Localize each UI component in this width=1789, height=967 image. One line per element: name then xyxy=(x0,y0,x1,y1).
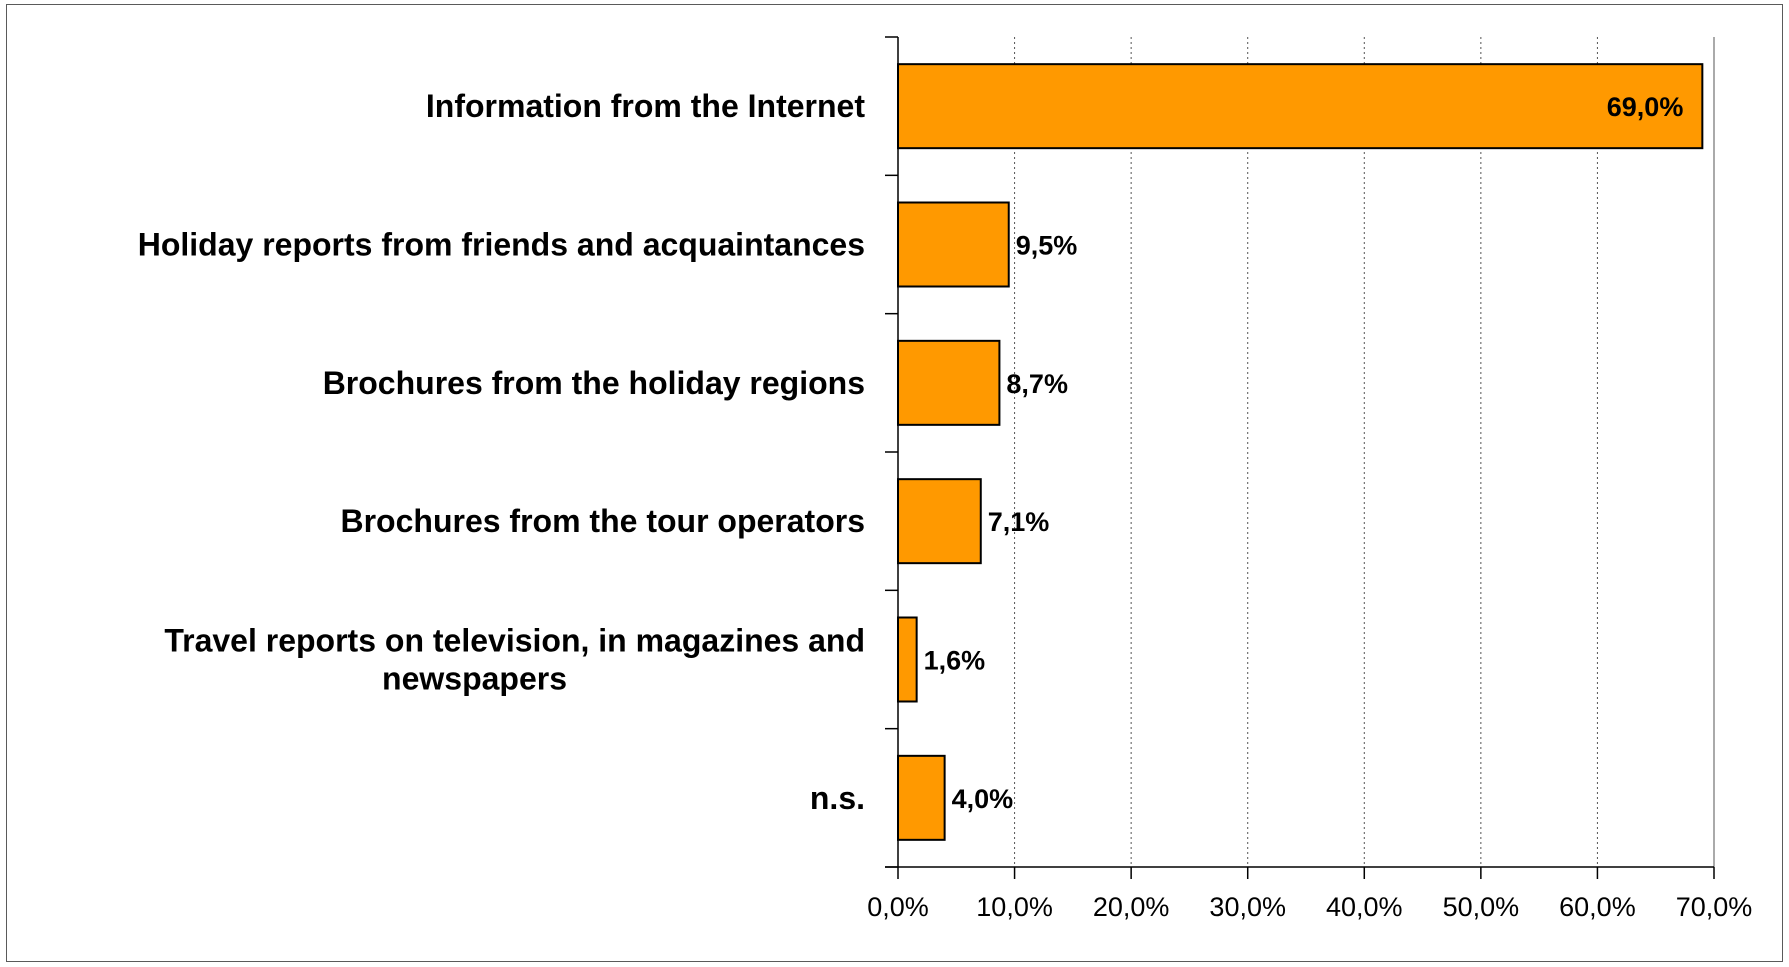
bars xyxy=(897,63,1704,841)
bar xyxy=(897,754,946,841)
axes xyxy=(885,36,1715,879)
category-label-line: Brochures from the tour operators xyxy=(340,503,865,539)
x-tick-label: 40,0% xyxy=(1326,892,1403,922)
bar xyxy=(897,63,1704,150)
x-tick-label: 30,0% xyxy=(1209,892,1286,922)
data-label: 7,1% xyxy=(988,507,1050,537)
data-label: 9,5% xyxy=(1016,231,1078,261)
x-tick-label: 60,0% xyxy=(1559,892,1636,922)
bar xyxy=(897,616,918,703)
category-label: n.s. xyxy=(810,780,865,816)
data-label: 4,0% xyxy=(952,784,1014,814)
data-label: 8,7% xyxy=(1006,369,1068,399)
category-label: Holiday reports from friends and acquain… xyxy=(138,227,865,263)
x-tick-label: 10,0% xyxy=(976,892,1053,922)
category-label: Information from the Internet xyxy=(426,88,865,124)
category-label-line: Holiday reports from friends and acquain… xyxy=(138,227,865,263)
x-tick-label: 20,0% xyxy=(1093,892,1170,922)
data-label: 69,0% xyxy=(1607,92,1684,122)
bar xyxy=(897,339,1001,426)
chart-frame: 69,0% 9,5% 8,7% 7,1% 1,6% 4,0% 0,0% 10,0% 20,0% 3… xyxy=(6,4,1783,962)
category-label-line: n.s. xyxy=(810,780,865,816)
category-label: Brochures from the tour operators xyxy=(340,503,865,539)
bar xyxy=(897,478,982,565)
gridlines xyxy=(1014,37,1715,867)
category-label: Brochures from the holiday regions xyxy=(323,365,865,401)
x-tick-label: 0,0% xyxy=(867,892,929,922)
category-label-line: Brochures from the holiday regions xyxy=(323,365,865,401)
category-label-line: Travel reports on television, in magazin… xyxy=(164,623,865,659)
bar-chart: 69,0% 9,5% 8,7% 7,1% 1,6% 4,0% 0,0% 10,0% 20,0% 3… xyxy=(138,36,1753,922)
data-label: 1,6% xyxy=(924,646,986,676)
category-label: Travel reports on television, in magazin… xyxy=(164,623,865,697)
x-tick-label: 50,0% xyxy=(1443,892,1520,922)
x-tick-label: 70,0% xyxy=(1676,892,1753,922)
category-label-line: Information from the Internet xyxy=(426,88,865,124)
labels: 69,0% 9,5% 8,7% 7,1% 1,6% 4,0% 0,0% 10,0% 20,0% 3… xyxy=(138,88,1753,922)
bar xyxy=(897,201,1010,288)
category-label-line: newspapers xyxy=(382,661,567,697)
